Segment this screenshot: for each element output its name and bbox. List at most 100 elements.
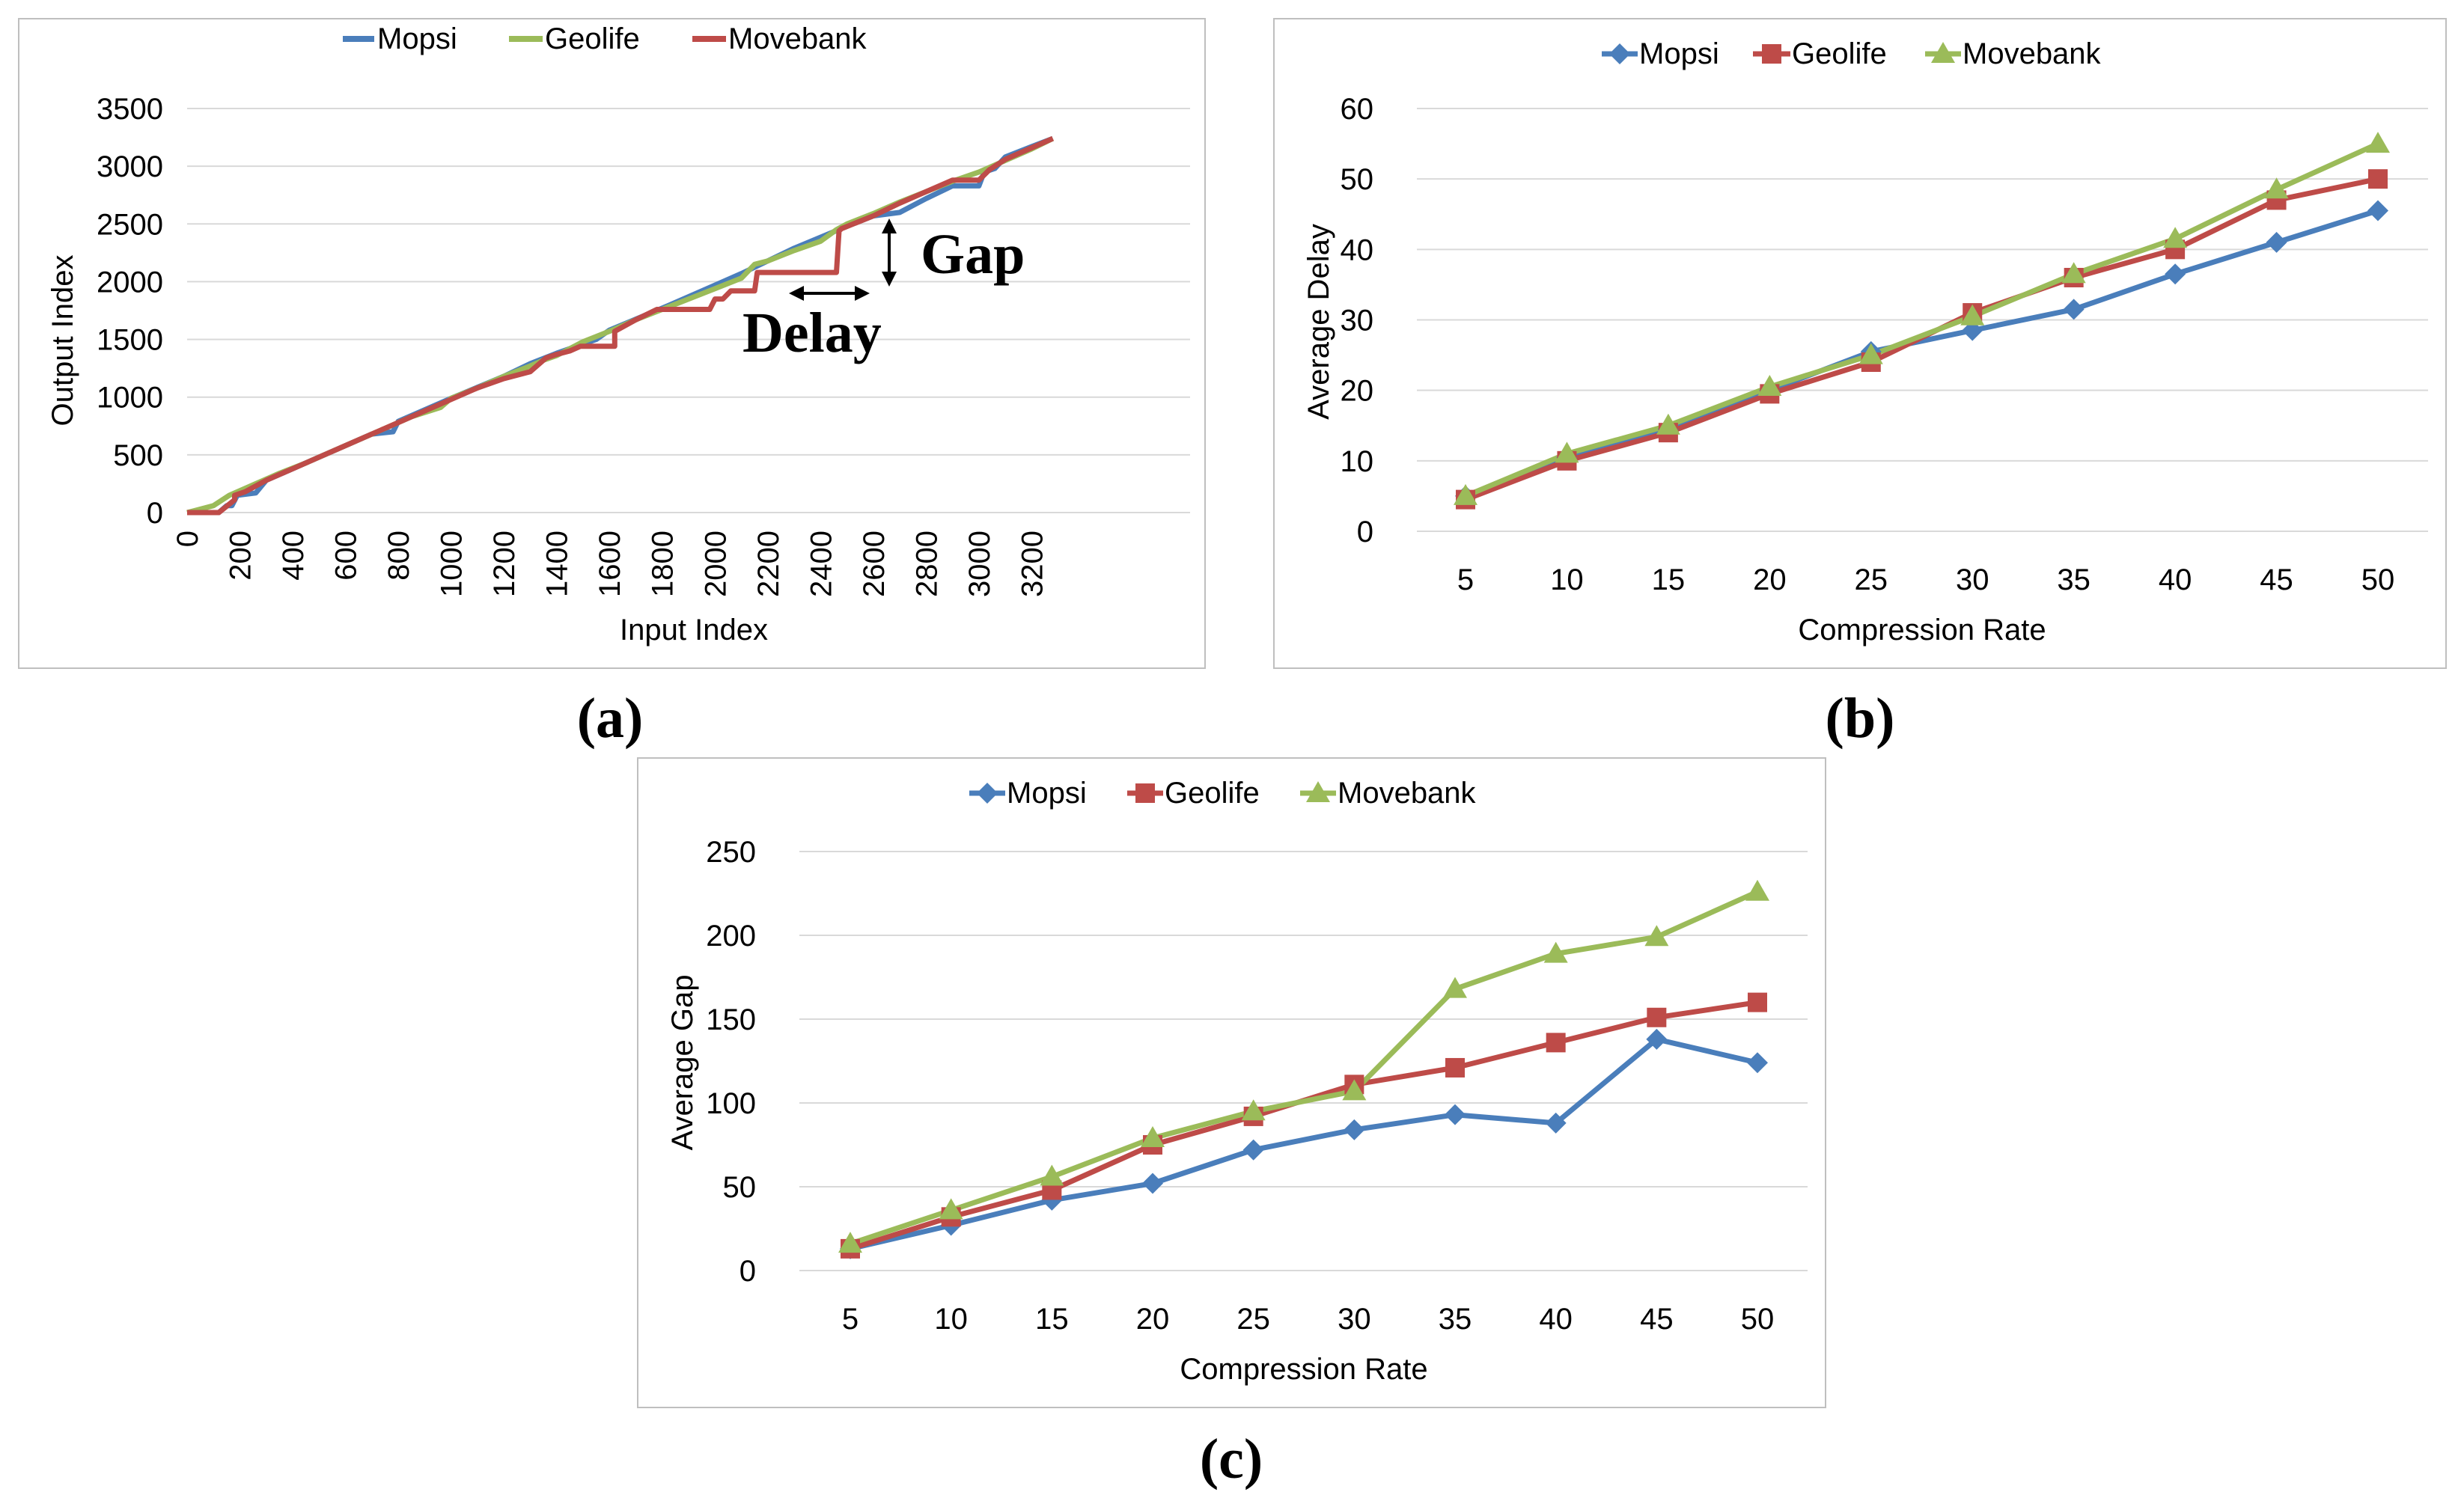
x-tick-label: 10 [1550, 563, 1584, 596]
x-tick-label: 400 [277, 531, 310, 581]
series-lines [838, 879, 1769, 1259]
x-tick-label: 2000 [699, 531, 732, 597]
x-tick-labels: 0 200 400 600 800 1000 1200 1400 1600 1800 2000 220… [171, 531, 1049, 597]
data-point-mopsi [1747, 1052, 1768, 1074]
data-point-movebank [1443, 976, 1467, 998]
data-point-movebank [1858, 343, 1883, 364]
data-point-geolife [1546, 1033, 1566, 1053]
data-point-movebank [2366, 132, 2390, 153]
legend-marker-square [1135, 783, 1155, 803]
data-point-movebank [2264, 177, 2289, 199]
y-tick-label: 2000 [97, 266, 163, 299]
gap-annotation: Gap [882, 218, 1025, 287]
panel-label-b: (b) [1826, 687, 1895, 750]
legend-label-geolife: Geolife [1165, 777, 1260, 810]
legend-label-mopsi: Mopsi [1639, 37, 1719, 70]
data-point-movebank [2061, 262, 2086, 284]
x-tick-label: 20 [1753, 563, 1787, 596]
legend-marker-square [1762, 44, 1781, 64]
data-point-movebank [1454, 483, 1478, 505]
x-tick-label: 15 [1035, 1303, 1069, 1336]
chart-panel-b: 0 10 20 30 40 50 60 5 10 15 20 25 30 35 40 45 50 Mopsi … [1273, 18, 2447, 669]
delay-annotation: Delay [742, 286, 882, 364]
x-tick-label: 1800 [647, 531, 680, 597]
series-line-movebank [1464, 141, 2379, 499]
gap-arrowhead-down [882, 272, 897, 287]
x-tick-label: 3000 [963, 531, 996, 597]
x-tick-label: 1200 [488, 531, 521, 597]
series-line-mopsi [1464, 208, 2379, 499]
data-point-mopsi [1142, 1173, 1163, 1194]
legend-marker-triangle [1931, 42, 1955, 63]
y-tick-label: 40 [1341, 233, 1374, 266]
series-line-mopsi [850, 1036, 1758, 1252]
y-tick-label: 20 [1341, 375, 1374, 408]
data-point-movebank [1555, 441, 1579, 463]
y-tick-label: 10 [1341, 445, 1374, 478]
legend: Mopsi Geolife Movebank [1602, 37, 2102, 70]
x-axis-title: Compression Rate [1180, 1353, 1427, 1386]
y-tick-labels: 0 10 20 30 40 50 60 [1341, 93, 1374, 548]
legend-marker-triangle [1306, 781, 1330, 802]
gap-arrowhead-up [882, 218, 897, 233]
data-point-movebank [1342, 1079, 1367, 1101]
data-point-geolife [2368, 169, 2388, 189]
x-tick-label: 800 [382, 531, 415, 581]
x-tick-label: 45 [2260, 563, 2293, 596]
data-point-geolife [1748, 992, 1767, 1012]
x-tick-label: 30 [1338, 1303, 1371, 1336]
y-tick-label: 60 [1341, 93, 1374, 126]
x-axis-title: Input Index [620, 614, 768, 647]
y-tick-label: 0 [1357, 516, 1373, 548]
y-axis-title: Average Gap [666, 975, 699, 1151]
y-tick-label: 1500 [97, 324, 163, 357]
x-tick-label: 0 [171, 531, 204, 547]
data-point-movebank [1141, 1126, 1165, 1148]
data-point-movebank [1960, 304, 1985, 325]
x-tick-label: 25 [1855, 563, 1888, 596]
legend-marker-diamond [1609, 43, 1630, 64]
data-point-mopsi [1344, 1119, 1365, 1140]
y-axis-title: Output Index [46, 254, 79, 426]
x-tick-label: 5 [842, 1303, 859, 1336]
y-tick-label: 500 [113, 439, 163, 472]
panel-label-a: (a) [577, 687, 644, 750]
legend-label-movebank: Movebank [1963, 37, 2102, 70]
data-point-mopsi [1545, 1112, 1567, 1134]
data-point-movebank [1040, 1164, 1064, 1186]
series-lines [186, 135, 1055, 516]
data-point-movebank [1644, 925, 1669, 947]
data-point-mopsi [2367, 200, 2388, 221]
x-tick-label: 2200 [752, 531, 785, 597]
chart-frame [1273, 18, 2447, 669]
y-tick-label: 50 [723, 1171, 757, 1204]
data-point-movebank [838, 1232, 862, 1253]
data-point-movebank [1757, 374, 1782, 396]
y-tick-label: 50 [1341, 163, 1374, 196]
x-tick-label: 50 [1741, 1303, 1775, 1336]
data-point-geolife [1647, 1007, 1667, 1027]
legend-label-movebank: Movebank [728, 22, 867, 55]
x-tick-labels: 5 10 15 20 25 30 35 40 45 50 [1457, 563, 2394, 596]
data-point-movebank [939, 1198, 963, 1220]
x-tick-label: 45 [1640, 1303, 1674, 1336]
chart-panel-c: 0 50 100 150 200 250 5 10 15 20 25 30 35 40 45 50 Mops… [637, 757, 1826, 1408]
data-point-movebank [1656, 413, 1680, 435]
legend-label-geolife: Geolife [545, 22, 640, 55]
gap-label: Gap [921, 223, 1025, 286]
y-tick-label: 3500 [97, 93, 163, 126]
x-tick-label: 50 [2361, 563, 2395, 596]
legend-label-mopsi: Mopsi [1007, 777, 1087, 810]
x-tick-label: 15 [1652, 563, 1686, 596]
x-axis-title: Compression Rate [1798, 614, 2046, 647]
data-point-movebank [2163, 227, 2188, 248]
legend-label-movebank: Movebank [1338, 777, 1477, 810]
y-tick-label: 0 [739, 1255, 756, 1288]
x-tick-label: 40 [2159, 563, 2192, 596]
x-tick-label: 1400 [541, 531, 574, 597]
x-tick-label: 600 [330, 531, 363, 581]
data-point-movebank [1745, 879, 1769, 901]
x-tick-label: 25 [1236, 1303, 1270, 1336]
data-point-movebank [1543, 941, 1568, 963]
